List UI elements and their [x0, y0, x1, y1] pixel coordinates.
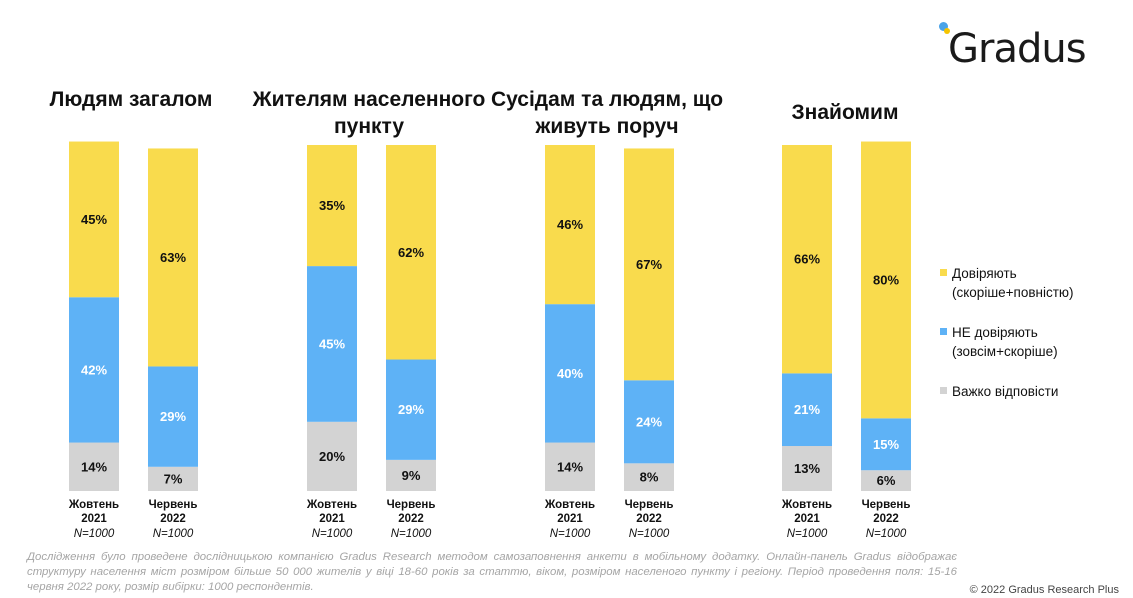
bar-segment-distrust: [307, 266, 357, 422]
bar-segment-hard: [148, 466, 198, 491]
sample-size-label: N=1000: [391, 528, 432, 540]
category-label-year: 2022: [160, 513, 186, 525]
category-label-year: 2021: [319, 513, 345, 525]
legend-sub-distrust: (зовсім+скоріше): [952, 344, 1058, 359]
bar-value-label: 13%: [794, 461, 820, 476]
sample-size-label: N=1000: [866, 528, 907, 540]
bar-value-label: 40%: [557, 366, 583, 381]
methodology-footnote: Дослідження було проведене дослідницькою…: [27, 551, 957, 593]
category-label-month: Жовтень: [306, 499, 357, 511]
bar-segment-trust: [624, 148, 674, 381]
panel-title-3: Сусідам та людям, що живуть поруч: [490, 88, 724, 138]
bar-value-label: 6%: [877, 473, 896, 488]
bar-value-label: 29%: [160, 409, 186, 424]
legend-sub-trust: (скоріше+повністю): [952, 285, 1074, 300]
panel-title-4: Знайомим: [791, 101, 899, 124]
legend-label-distrust: НЕ довіряють: [952, 325, 1038, 340]
sample-size-label: N=1000: [629, 528, 670, 540]
category-label-month: Жовтень: [544, 499, 595, 511]
bar-value-label: 42%: [81, 362, 107, 377]
bar-segment-trust: [148, 148, 198, 367]
copyright: © 2022 Gradus Research Plus: [969, 584, 1119, 596]
category-label-year: 2022: [873, 513, 899, 525]
sample-size-label: N=1000: [153, 528, 194, 540]
bar-segment-hard: [545, 442, 595, 491]
bar-segment-trust: [861, 141, 911, 419]
bar-segment-trust: [386, 145, 436, 360]
bar-segment-distrust: [545, 304, 595, 443]
bar-segment-hard: [861, 470, 911, 491]
bar-value-label: 9%: [402, 468, 421, 483]
logo-dot-blue-icon: [939, 22, 948, 31]
legend-item-distrust: НЕ довіряють (зовсім+скоріше): [940, 323, 1130, 361]
bar-segment-hard: [69, 442, 119, 491]
category-label-month: Червень: [387, 499, 436, 511]
bar-value-label: 24%: [636, 414, 662, 429]
bar-value-label: 45%: [319, 336, 345, 351]
bar-segment-distrust: [386, 359, 436, 460]
sample-size-label: N=1000: [550, 528, 591, 540]
sample-size-label: N=1000: [74, 528, 115, 540]
category-label-year: 2021: [557, 513, 583, 525]
bar-segment-hard: [386, 459, 436, 491]
bar-value-label: 66%: [794, 252, 820, 267]
bar-value-label: 8%: [640, 470, 659, 485]
bar-value-label: 35%: [319, 198, 345, 213]
category-label-year: 2022: [636, 513, 662, 525]
legend-swatch-trust: [940, 269, 947, 276]
legend-label-trust: Довіряють: [952, 266, 1017, 281]
bar-value-label: 62%: [398, 245, 424, 260]
category-label-month: Червень: [625, 499, 674, 511]
bar-segment-trust: [69, 141, 119, 298]
category-label-year: 2021: [81, 513, 107, 525]
legend-label-hard: Важко відповісти: [952, 384, 1059, 399]
bar-value-label: 63%: [160, 250, 186, 265]
bar-value-label: 45%: [81, 212, 107, 227]
bar-segment-trust: [307, 145, 357, 267]
legend-swatch-hard: [940, 387, 947, 394]
gradus-logo: Gradus: [948, 26, 1087, 72]
category-label-year: 2022: [398, 513, 424, 525]
bar-segment-trust: [545, 145, 595, 305]
bar-value-label: 20%: [319, 449, 345, 464]
panel-title-1: Людям загалом: [49, 88, 213, 111]
legend-swatch-distrust: [940, 328, 947, 335]
bar-value-label: 14%: [557, 459, 583, 474]
category-label-year: 2021: [794, 513, 820, 525]
bar-value-label: 21%: [794, 402, 820, 417]
category-label-month: Червень: [149, 499, 198, 511]
legend-item-trust: Довіряють (скоріше+повністю): [940, 264, 1130, 302]
logo-dot-yellow-icon: [944, 28, 950, 34]
bar-value-label: 7%: [164, 471, 183, 486]
bar-value-label: 80%: [873, 272, 899, 287]
bar-segment-distrust: [782, 373, 832, 447]
bar-value-label: 29%: [398, 402, 424, 417]
bar-segment-hard: [624, 463, 674, 491]
bar-segment-distrust: [69, 297, 119, 443]
bar-value-label: 15%: [873, 437, 899, 452]
bar-segment-distrust: [148, 366, 198, 467]
bar-segment-hard: [307, 421, 357, 491]
panel-title-2: Жителям населенного пункту: [252, 88, 486, 138]
sample-size-label: N=1000: [787, 528, 828, 540]
legend-item-hard: Важко відповісти: [940, 382, 1130, 401]
bar-segment-distrust: [861, 418, 911, 471]
bar-value-label: 14%: [81, 459, 107, 474]
category-label-month: Жовтень: [68, 499, 119, 511]
bar-value-label: 46%: [557, 217, 583, 232]
category-label-month: Червень: [862, 499, 911, 511]
bar-segment-trust: [782, 145, 832, 374]
chart-legend: Довіряють (скоріше+повністю) НЕ довіряют…: [940, 264, 1130, 422]
sample-size-label: N=1000: [312, 528, 353, 540]
bar-value-label: 67%: [636, 257, 662, 272]
category-label-month: Жовтень: [781, 499, 832, 511]
bar-segment-distrust: [624, 380, 674, 464]
bar-segment-hard: [782, 446, 832, 491]
